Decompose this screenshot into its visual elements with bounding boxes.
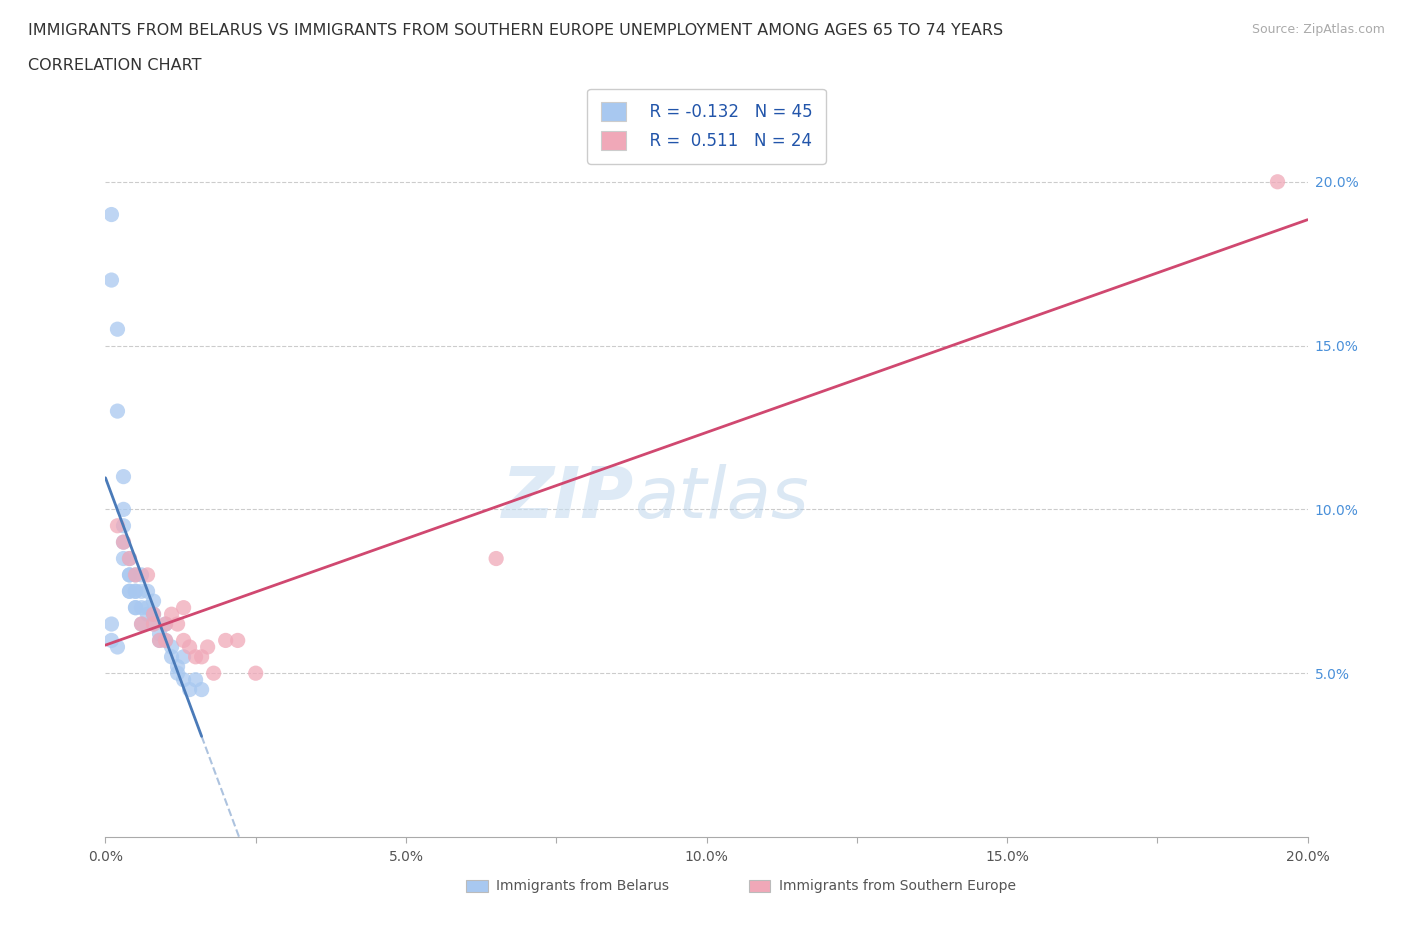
Point: [118, 584, 141, 599]
Point: [245, 666, 267, 681]
Point: [131, 617, 153, 631]
Point: [160, 649, 183, 664]
Point: [155, 633, 177, 648]
Point: [131, 567, 153, 582]
Point: [166, 617, 188, 631]
Point: [179, 682, 201, 697]
Point: [124, 584, 146, 599]
Text: Source: ZipAtlas.com: Source: ZipAtlas.com: [1251, 23, 1385, 36]
Point: [142, 593, 165, 608]
Point: [1267, 174, 1289, 189]
Point: [100, 272, 122, 287]
Text: IMMIGRANTS FROM BELARUS VS IMMIGRANTS FROM SOUTHERN EUROPE UNEMPLOYMENT AMONG AG: IMMIGRANTS FROM BELARUS VS IMMIGRANTS FR…: [28, 23, 1004, 38]
Point: [107, 518, 129, 533]
Point: [112, 502, 135, 517]
Point: [155, 633, 177, 648]
Point: [131, 600, 153, 615]
Point: [197, 640, 219, 655]
Point: [136, 600, 159, 615]
Point: [160, 640, 183, 655]
Point: [118, 551, 141, 566]
Point: [142, 617, 165, 631]
Point: [124, 567, 146, 582]
Point: [112, 518, 135, 533]
Point: [136, 584, 159, 599]
Point: [166, 666, 188, 681]
Point: [160, 606, 183, 621]
Point: [124, 600, 146, 615]
Point: [112, 535, 135, 550]
Point: [107, 322, 129, 337]
Point: [118, 551, 141, 566]
Point: [190, 649, 212, 664]
Point: [190, 682, 212, 697]
Point: [100, 633, 122, 648]
Point: [107, 404, 129, 418]
Point: [173, 633, 195, 648]
Bar: [467, 880, 488, 893]
Point: [100, 617, 122, 631]
Legend:   R = -0.132   N = 45,   R =  0.511   N = 24: R = -0.132 N = 45, R = 0.511 N = 24: [588, 88, 825, 164]
Point: [112, 535, 135, 550]
Point: [112, 551, 135, 566]
Point: [226, 633, 249, 648]
Point: [112, 469, 135, 484]
Point: [173, 649, 195, 664]
Text: atlas: atlas: [634, 464, 808, 533]
Bar: [748, 880, 770, 893]
Point: [136, 606, 159, 621]
Text: CORRELATION CHART: CORRELATION CHART: [28, 58, 201, 73]
Text: ZIP: ZIP: [502, 464, 634, 533]
Point: [142, 606, 165, 621]
Point: [148, 627, 170, 642]
Text: Immigrants from Southern Europe: Immigrants from Southern Europe: [779, 879, 1015, 893]
Point: [124, 600, 146, 615]
Point: [124, 567, 146, 582]
Point: [131, 617, 153, 631]
Point: [184, 649, 207, 664]
Text: Immigrants from Belarus: Immigrants from Belarus: [496, 879, 669, 893]
Point: [155, 617, 177, 631]
Point: [173, 600, 195, 615]
Point: [118, 584, 141, 599]
Point: [107, 640, 129, 655]
Point: [118, 567, 141, 582]
Point: [166, 659, 188, 674]
Point: [173, 672, 195, 687]
Point: [100, 207, 122, 222]
Point: [184, 672, 207, 687]
Point: [118, 567, 141, 582]
Point: [142, 617, 165, 631]
Point: [148, 633, 170, 648]
Point: [155, 617, 177, 631]
Point: [179, 640, 201, 655]
Point: [136, 567, 159, 582]
Point: [202, 666, 225, 681]
Point: [148, 633, 170, 648]
Point: [485, 551, 508, 566]
Point: [124, 584, 146, 599]
Point: [214, 633, 236, 648]
Point: [131, 584, 153, 599]
Point: [142, 606, 165, 621]
